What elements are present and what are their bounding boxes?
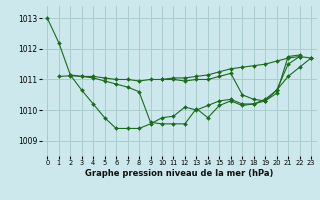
X-axis label: Graphe pression niveau de la mer (hPa): Graphe pression niveau de la mer (hPa) (85, 169, 273, 178)
